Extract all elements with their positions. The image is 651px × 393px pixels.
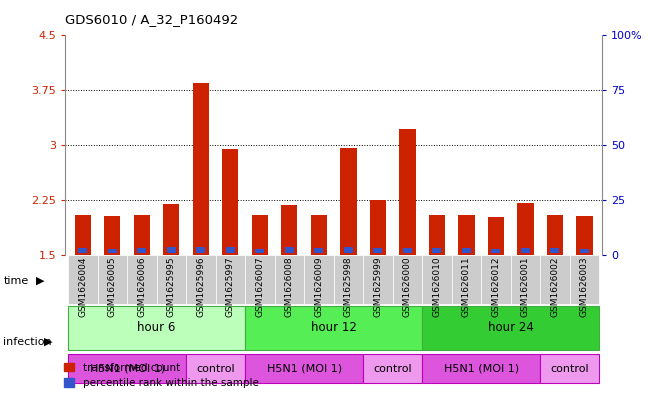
Text: GSM1626005: GSM1626005 <box>108 257 117 318</box>
Bar <box>458 215 475 255</box>
FancyBboxPatch shape <box>186 255 215 304</box>
Bar <box>163 204 180 255</box>
FancyBboxPatch shape <box>215 255 245 304</box>
Bar <box>344 247 353 253</box>
Text: GSM1626000: GSM1626000 <box>403 257 412 318</box>
Bar <box>108 249 117 253</box>
FancyBboxPatch shape <box>304 255 333 304</box>
FancyBboxPatch shape <box>245 255 275 304</box>
Text: GSM1625999: GSM1625999 <box>374 257 382 318</box>
Legend: transformed count, percentile rank within the sample: transformed count, percentile rank withi… <box>64 363 258 388</box>
Text: GSM1626011: GSM1626011 <box>462 257 471 318</box>
FancyBboxPatch shape <box>68 306 245 350</box>
Text: H5N1 (MOI 1): H5N1 (MOI 1) <box>266 364 342 374</box>
Bar <box>137 248 146 253</box>
Bar <box>462 248 471 253</box>
FancyBboxPatch shape <box>570 255 599 304</box>
Text: GSM1625995: GSM1625995 <box>167 257 176 318</box>
FancyBboxPatch shape <box>422 306 599 350</box>
FancyBboxPatch shape <box>186 354 245 384</box>
Bar <box>432 248 441 253</box>
Bar <box>252 215 268 255</box>
Text: ▶: ▶ <box>36 276 44 286</box>
Text: GSM1626002: GSM1626002 <box>551 257 559 317</box>
FancyBboxPatch shape <box>510 255 540 304</box>
Bar <box>78 248 87 253</box>
FancyBboxPatch shape <box>98 255 127 304</box>
Bar <box>518 202 534 255</box>
Text: hour 24: hour 24 <box>488 321 534 334</box>
Bar <box>167 247 176 253</box>
Text: GDS6010 / A_32_P160492: GDS6010 / A_32_P160492 <box>65 13 238 26</box>
FancyBboxPatch shape <box>245 354 363 384</box>
FancyBboxPatch shape <box>68 354 186 384</box>
Text: H5N1 (MOI 1): H5N1 (MOI 1) <box>89 364 165 374</box>
Bar <box>580 249 589 253</box>
Bar <box>281 206 298 255</box>
Text: H5N1 (MOI 1): H5N1 (MOI 1) <box>443 364 519 374</box>
Bar <box>311 215 327 255</box>
Bar <box>133 215 150 255</box>
Bar <box>193 83 209 255</box>
Text: GSM1625998: GSM1625998 <box>344 257 353 318</box>
Text: GSM1626007: GSM1626007 <box>255 257 264 318</box>
FancyBboxPatch shape <box>68 255 98 304</box>
Bar <box>340 147 357 255</box>
Bar <box>403 248 412 253</box>
Text: hour 6: hour 6 <box>137 321 176 334</box>
Bar <box>399 129 415 255</box>
Text: GSM1626009: GSM1626009 <box>314 257 324 318</box>
Text: GSM1626008: GSM1626008 <box>285 257 294 318</box>
Bar <box>488 217 504 255</box>
Text: GSM1625997: GSM1625997 <box>226 257 235 318</box>
Bar <box>576 217 592 255</box>
Text: infection: infection <box>3 337 52 347</box>
Bar <box>226 247 235 253</box>
FancyBboxPatch shape <box>540 255 570 304</box>
Text: ▶: ▶ <box>44 337 53 347</box>
FancyBboxPatch shape <box>157 255 186 304</box>
FancyBboxPatch shape <box>422 255 452 304</box>
FancyBboxPatch shape <box>363 255 393 304</box>
Text: GSM1626001: GSM1626001 <box>521 257 530 318</box>
Text: control: control <box>197 364 235 374</box>
FancyBboxPatch shape <box>333 255 363 304</box>
Bar <box>551 248 559 253</box>
Bar <box>104 217 120 255</box>
FancyBboxPatch shape <box>127 255 157 304</box>
Bar <box>314 248 324 253</box>
Bar <box>255 249 264 253</box>
FancyBboxPatch shape <box>393 255 422 304</box>
Text: GSM1626003: GSM1626003 <box>580 257 589 318</box>
Bar <box>374 248 382 253</box>
Bar <box>429 215 445 255</box>
Bar <box>492 249 501 253</box>
Text: control: control <box>373 364 412 374</box>
FancyBboxPatch shape <box>245 306 422 350</box>
Bar <box>222 149 238 255</box>
FancyBboxPatch shape <box>452 255 481 304</box>
Bar <box>521 248 530 253</box>
Bar <box>75 215 91 255</box>
Bar <box>370 200 386 255</box>
FancyBboxPatch shape <box>275 255 304 304</box>
FancyBboxPatch shape <box>422 354 540 384</box>
Bar <box>547 215 563 255</box>
FancyBboxPatch shape <box>481 255 510 304</box>
Text: time: time <box>3 276 29 286</box>
Text: GSM1626010: GSM1626010 <box>432 257 441 318</box>
Text: GSM1626012: GSM1626012 <box>492 257 501 317</box>
Bar <box>285 247 294 253</box>
Text: GSM1626004: GSM1626004 <box>78 257 87 317</box>
Text: control: control <box>550 364 589 374</box>
FancyBboxPatch shape <box>363 354 422 384</box>
Text: GSM1625996: GSM1625996 <box>197 257 205 318</box>
FancyBboxPatch shape <box>540 354 599 384</box>
Text: hour 12: hour 12 <box>311 321 357 334</box>
Text: GSM1626006: GSM1626006 <box>137 257 146 318</box>
Bar <box>197 247 205 253</box>
